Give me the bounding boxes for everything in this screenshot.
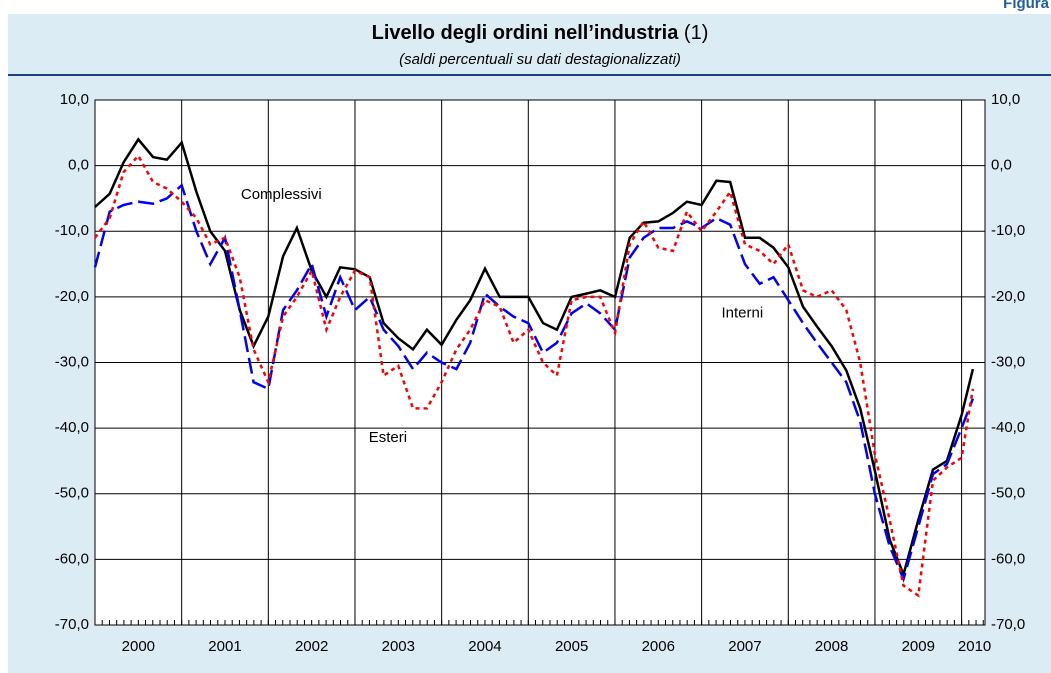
x-tick-label: 2001 — [208, 638, 241, 655]
y2-tick-label: -40,0 — [991, 419, 1025, 436]
annotation: Esteri — [369, 429, 407, 446]
x-tick-label: 2008 — [815, 638, 848, 655]
y2-tick-label: 0,0 — [991, 157, 1012, 174]
x-tick-label: 2004 — [468, 638, 501, 655]
y2-tick-label: -70,0 — [991, 616, 1025, 633]
y-tick-label: -20,0 — [55, 288, 89, 305]
y-tick-label: -50,0 — [55, 485, 89, 502]
series-line — [93, 153, 975, 598]
x-tick-label: 2003 — [382, 638, 415, 655]
corner-label: Figura — [1003, 0, 1049, 12]
y-tick-label: 10,0 — [60, 91, 89, 108]
y2-tick-label: -30,0 — [991, 353, 1025, 370]
x-tick-label: 2005 — [555, 638, 588, 655]
y2-tick-label: -20,0 — [991, 288, 1025, 305]
x-tick-label: 2002 — [295, 638, 328, 655]
y2-tick-label: -10,0 — [991, 222, 1025, 239]
y-tick-label: 0,0 — [68, 157, 89, 174]
x-tick-label: 2010 — [958, 638, 991, 655]
series-line — [93, 183, 975, 583]
y-tick-label: -30,0 — [55, 353, 89, 370]
y-tick-label: -70,0 — [55, 616, 89, 633]
chart-title: Livello degli ordini nell’industria (1) — [372, 22, 709, 44]
y-tick-label: -60,0 — [55, 550, 89, 567]
annotation: Complessivi — [241, 186, 322, 203]
x-tick-label: 2006 — [642, 638, 675, 655]
annotation: Interni — [721, 304, 763, 321]
y-tick-label: -40,0 — [55, 419, 89, 436]
x-tick-label: 2000 — [122, 638, 155, 655]
title-note: (1) — [684, 22, 708, 44]
x-tick-label: 2007 — [728, 638, 761, 655]
y2-tick-label: -60,0 — [991, 550, 1025, 567]
y2-tick-label: -50,0 — [991, 485, 1025, 502]
y-tick-label: -10,0 — [55, 222, 89, 239]
chart-subtitle: (saldi percentuali su dati destagionaliz… — [399, 51, 681, 68]
x-tick-label: 2009 — [902, 638, 935, 655]
y2-tick-label: 10,0 — [991, 91, 1020, 108]
title-main: Livello degli ordini nell’industria — [372, 22, 680, 44]
